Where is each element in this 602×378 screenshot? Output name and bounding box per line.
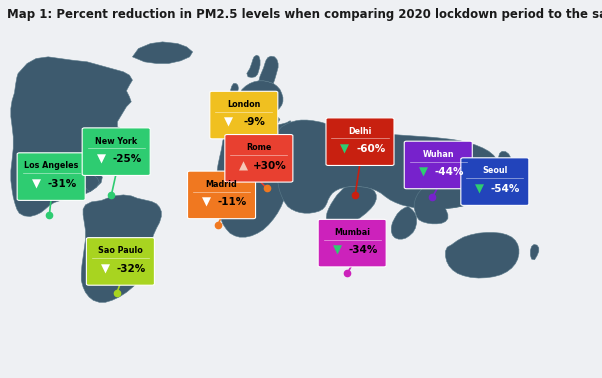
Text: London: London bbox=[227, 100, 261, 109]
Text: -60%: -60% bbox=[356, 144, 385, 154]
Text: Delhi: Delhi bbox=[349, 127, 371, 136]
Text: ▼: ▼ bbox=[341, 143, 349, 155]
Text: ▲: ▲ bbox=[240, 159, 248, 172]
Polygon shape bbox=[228, 81, 283, 127]
Polygon shape bbox=[498, 151, 510, 170]
Polygon shape bbox=[445, 232, 519, 278]
Polygon shape bbox=[81, 195, 161, 302]
Text: Wuhan: Wuhan bbox=[423, 150, 454, 159]
Polygon shape bbox=[247, 55, 260, 77]
Polygon shape bbox=[275, 120, 501, 213]
Text: ▼: ▼ bbox=[32, 177, 40, 191]
Text: Seoul: Seoul bbox=[482, 166, 507, 175]
Polygon shape bbox=[303, 176, 313, 200]
FancyBboxPatch shape bbox=[405, 141, 472, 189]
Text: -32%: -32% bbox=[117, 264, 146, 274]
Polygon shape bbox=[391, 206, 417, 239]
Text: Rome: Rome bbox=[246, 143, 272, 152]
Text: ▼: ▼ bbox=[225, 116, 233, 129]
Text: ▼: ▼ bbox=[101, 262, 110, 275]
Polygon shape bbox=[326, 187, 376, 228]
FancyBboxPatch shape bbox=[318, 219, 386, 267]
Polygon shape bbox=[259, 56, 278, 84]
FancyBboxPatch shape bbox=[225, 135, 293, 182]
Text: -9%: -9% bbox=[244, 118, 265, 127]
Text: -11%: -11% bbox=[218, 197, 247, 207]
Text: ▼: ▼ bbox=[333, 244, 341, 257]
Polygon shape bbox=[231, 84, 238, 101]
Text: ▼: ▼ bbox=[202, 196, 211, 209]
FancyBboxPatch shape bbox=[17, 153, 85, 200]
Text: +30%: +30% bbox=[253, 161, 287, 170]
Text: -44%: -44% bbox=[434, 167, 464, 177]
Text: -54%: -54% bbox=[491, 184, 520, 194]
Text: -31%: -31% bbox=[48, 179, 76, 189]
Text: Map 1: Percent reduction in PM2.5 levels when comparing 2020 lockdown period to : Map 1: Percent reduction in PM2.5 levels… bbox=[7, 8, 602, 21]
FancyBboxPatch shape bbox=[82, 128, 150, 175]
FancyBboxPatch shape bbox=[461, 158, 529, 205]
FancyBboxPatch shape bbox=[87, 238, 154, 285]
FancyBboxPatch shape bbox=[326, 118, 394, 166]
Polygon shape bbox=[530, 245, 539, 260]
Polygon shape bbox=[79, 172, 99, 192]
Text: ▼: ▼ bbox=[476, 183, 484, 195]
Text: Mumbai: Mumbai bbox=[334, 228, 370, 237]
FancyBboxPatch shape bbox=[188, 171, 256, 219]
Text: ▼: ▼ bbox=[97, 152, 105, 166]
Text: New York: New York bbox=[95, 136, 137, 146]
Text: -25%: -25% bbox=[113, 154, 141, 164]
Polygon shape bbox=[132, 42, 193, 64]
Text: -34%: -34% bbox=[349, 245, 377, 256]
Polygon shape bbox=[11, 57, 132, 217]
Text: Sao Paulo: Sao Paulo bbox=[98, 246, 143, 255]
Polygon shape bbox=[216, 119, 298, 237]
Text: Los Angeles: Los Angeles bbox=[24, 161, 78, 170]
Polygon shape bbox=[296, 131, 331, 174]
Text: ▼: ▼ bbox=[419, 166, 427, 179]
FancyBboxPatch shape bbox=[210, 91, 278, 139]
Polygon shape bbox=[414, 169, 501, 224]
Text: Madrid: Madrid bbox=[206, 180, 237, 189]
